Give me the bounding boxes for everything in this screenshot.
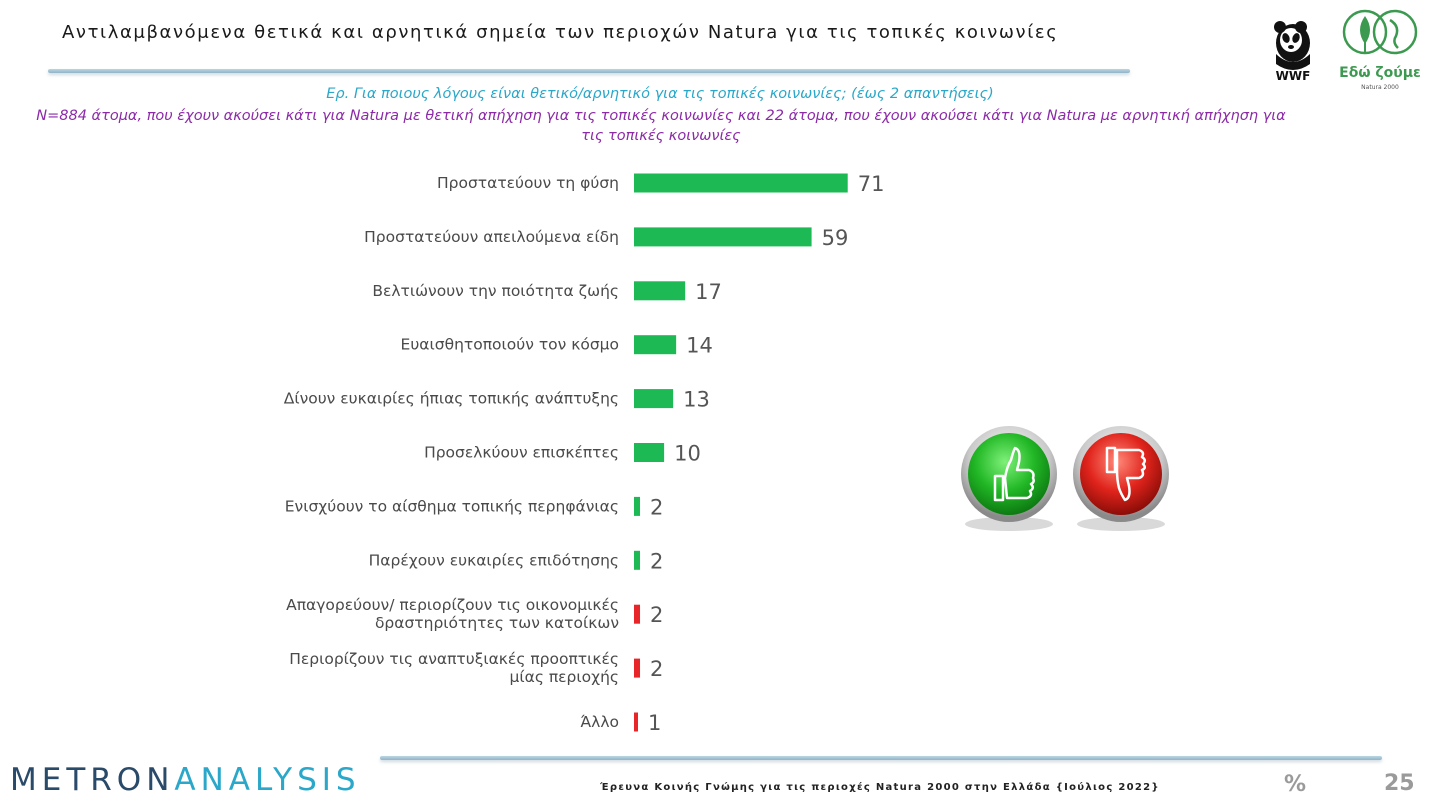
wwf-logo-text: WWF xyxy=(1276,69,1311,83)
value-label-4: 14 xyxy=(686,334,713,358)
bar-9 xyxy=(634,604,641,624)
category-label-4: Ευαισθητοποιούν τον κόσμο xyxy=(401,336,619,354)
metron-analysis-logo: METRONANALYSIS xyxy=(10,762,361,798)
bar-5 xyxy=(634,389,674,409)
thumbs-down-icon xyxy=(1073,426,1169,531)
bar-10 xyxy=(634,658,641,678)
bar-1 xyxy=(634,173,848,193)
category-label-1: Προστατεύουν τη φύση xyxy=(437,174,619,192)
bottom-divider xyxy=(380,756,1382,760)
category-label-6: Προσελκύουν επισκέπτες xyxy=(424,444,619,462)
edo-zoume-logo-text: Εδώ ζούμε xyxy=(1339,65,1421,81)
value-label-3: 17 xyxy=(695,280,722,304)
category-label-7: Ενισχύουν το αίσθημα τοπικής περηφάνιας xyxy=(285,497,619,515)
survey-question: Ερ. Για ποιους λόγους είναι θετικό/αρνητ… xyxy=(326,86,994,102)
bar-3 xyxy=(634,281,686,301)
value-label-7: 2 xyxy=(650,495,663,519)
category-label-11: Άλλο xyxy=(580,713,619,731)
value-label-10: 2 xyxy=(650,657,663,681)
category-label-2: Προστατεύουν απειλούμενα είδη xyxy=(364,228,619,246)
bar-4 xyxy=(634,335,677,355)
category-label-3: Βελτιώνουν την ποιότητα ζωής xyxy=(372,282,619,300)
slide-title: Αντιλαμβανόμενα θετικά και αρνητικά σημε… xyxy=(62,22,1059,43)
value-label-9: 2 xyxy=(650,603,663,627)
value-label-5: 13 xyxy=(683,388,710,412)
bar-7 xyxy=(634,496,641,516)
sample-base-note: N=884 άτομα, που έχουν ακούσει κάτι για … xyxy=(36,108,1286,144)
percent-icon: % xyxy=(1284,772,1307,797)
category-label-8: Παρέχουν ευκαιρίες επιδότησης xyxy=(369,551,619,569)
category-label-10: Περιορίζουν τις αναπτυξιακές προοπτικές μ… xyxy=(289,650,619,686)
value-label-1: 71 xyxy=(858,172,885,196)
brand-first: METRON xyxy=(10,762,175,798)
thumbs-icons-group xyxy=(961,426,1169,531)
thumbs-up-icon xyxy=(961,426,1057,531)
edo-zoume-logo-subtext: Natura 2000 xyxy=(1361,84,1399,91)
bar-6 xyxy=(634,443,665,462)
edo-zoume-logo xyxy=(1342,9,1418,55)
top-divider xyxy=(48,69,1130,73)
category-label-5: Δίνουν ευκαιρίες ήπιας τοπικής ανάπτυξης xyxy=(284,390,619,408)
value-label-8: 2 xyxy=(650,549,663,573)
wwf-panda-logo: WWF xyxy=(1274,21,1311,83)
value-label-2: 59 xyxy=(822,226,849,250)
category-label-9: Απαγορεύουν/ περιορίζουν τις οικονομικές… xyxy=(286,596,619,632)
bar-2 xyxy=(634,227,812,247)
value-label-11: 1 xyxy=(648,711,661,735)
page-number: 25 xyxy=(1384,771,1415,796)
footer-survey-title: Έρευνα Κοινής Γνώμης για τις περιοχές Na… xyxy=(600,782,1160,793)
value-label-6: 10 xyxy=(674,442,701,466)
brand-rest: ANALYSIS xyxy=(174,762,361,798)
bar-11 xyxy=(634,712,638,732)
bar-8 xyxy=(634,550,641,570)
